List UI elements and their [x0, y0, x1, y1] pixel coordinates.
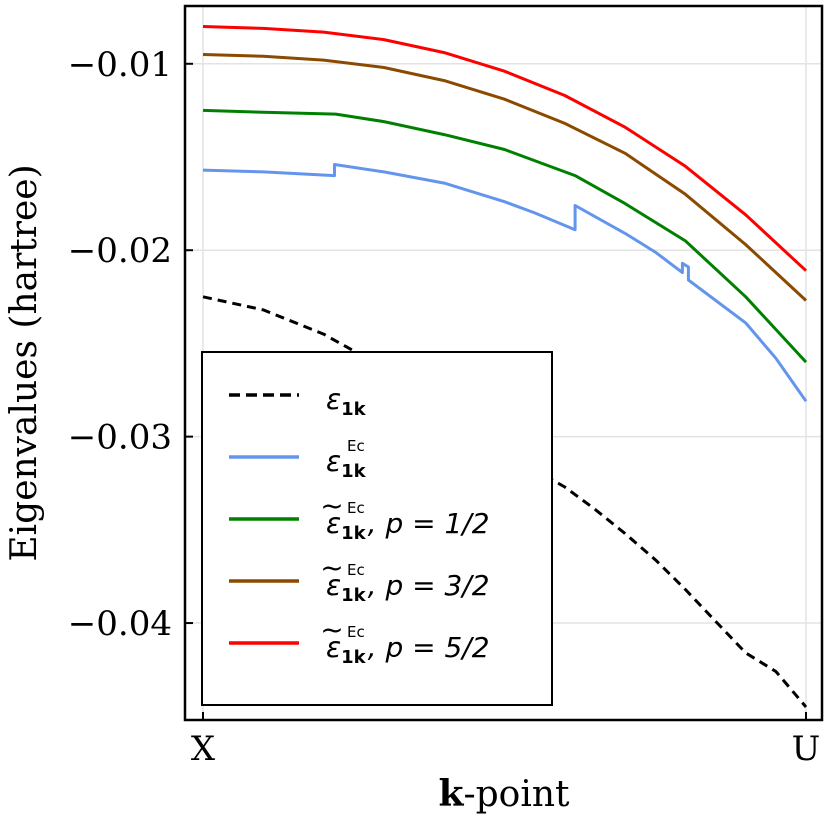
y-tick-label: −0.02	[68, 231, 172, 271]
legend-tilde: ~	[320, 551, 343, 584]
series-lines	[202, 25, 808, 708]
x-tick-label: X	[191, 729, 216, 769]
legend-tilde: ~	[320, 613, 343, 646]
legend-label-eps_tilde_p_3_2: ε1k, p = 3/2	[326, 569, 490, 606]
legend-tilde: ~	[320, 489, 343, 522]
y-tick-label: −0.01	[68, 45, 172, 85]
x-axis-label-rest: -point	[463, 774, 570, 815]
y-axis-label: Eigenvalues (hartree)	[4, 164, 45, 561]
x-axis-label-bold: k	[438, 773, 464, 815]
series-line-eps_1k	[202, 295, 808, 708]
series-line-eps_1k_Ec	[202, 163, 808, 403]
series-line-eps_tilde_p_3_2	[202, 53, 808, 302]
y-tick-label: −0.03	[68, 418, 172, 458]
legend-sup-eps_tilde_p_3_2: Ec	[347, 561, 365, 579]
x-tick-label: U	[792, 729, 821, 769]
ticks: −0.01 −0.02 −0.03 −0.04 X U	[68, 45, 821, 769]
legend-label-eps_1k: ε1k	[326, 383, 367, 420]
legend-sup-eps_tilde_p_5_2: Ec	[347, 623, 365, 641]
legend-sup-eps_tilde_p_1_2: Ec	[347, 499, 365, 517]
legend-sup-eps_1k_Ec: Ec	[347, 437, 365, 455]
legend-box	[201, 351, 553, 706]
series-line-eps_tilde_p_1_2	[202, 108, 808, 364]
x-axis-label: k-point	[438, 773, 570, 815]
legend-label-eps_tilde_p_1_2: ε1k, p = 1/2	[326, 507, 490, 544]
legend-label-eps_tilde_p_5_2: ε1k, p = 5/2	[326, 631, 490, 668]
plot-frame	[183, 4, 824, 722]
series-line-eps_tilde_p_5_2	[202, 25, 808, 272]
y-tick-label: −0.04	[68, 604, 172, 644]
legend-label-eps_1k_Ec: ε1k	[326, 445, 367, 482]
